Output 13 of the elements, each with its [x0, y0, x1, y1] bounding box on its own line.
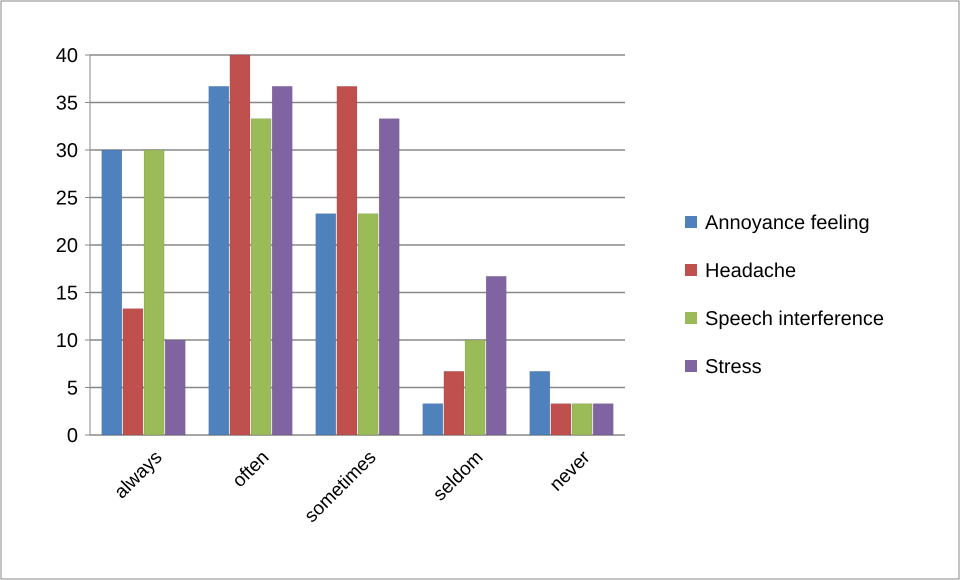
y-tick-label: 30 — [56, 140, 78, 162]
y-tick-label: 25 — [56, 188, 78, 210]
y-tick-label: 0 — [66, 425, 78, 447]
legend-label: Headache — [705, 260, 796, 282]
legend-label: Annoyance feeling — [705, 212, 870, 234]
legend-label: Stress — [705, 356, 762, 378]
y-tick-label: 20 — [56, 235, 78, 257]
y-tick-label: 35 — [56, 92, 78, 114]
legend-label: Speech interference — [705, 308, 884, 330]
y-tick-label: 15 — [56, 282, 78, 304]
y-tick-label: 5 — [66, 378, 78, 400]
y-tick-label: 40 — [56, 45, 78, 67]
y-tick-label: 10 — [56, 330, 78, 352]
